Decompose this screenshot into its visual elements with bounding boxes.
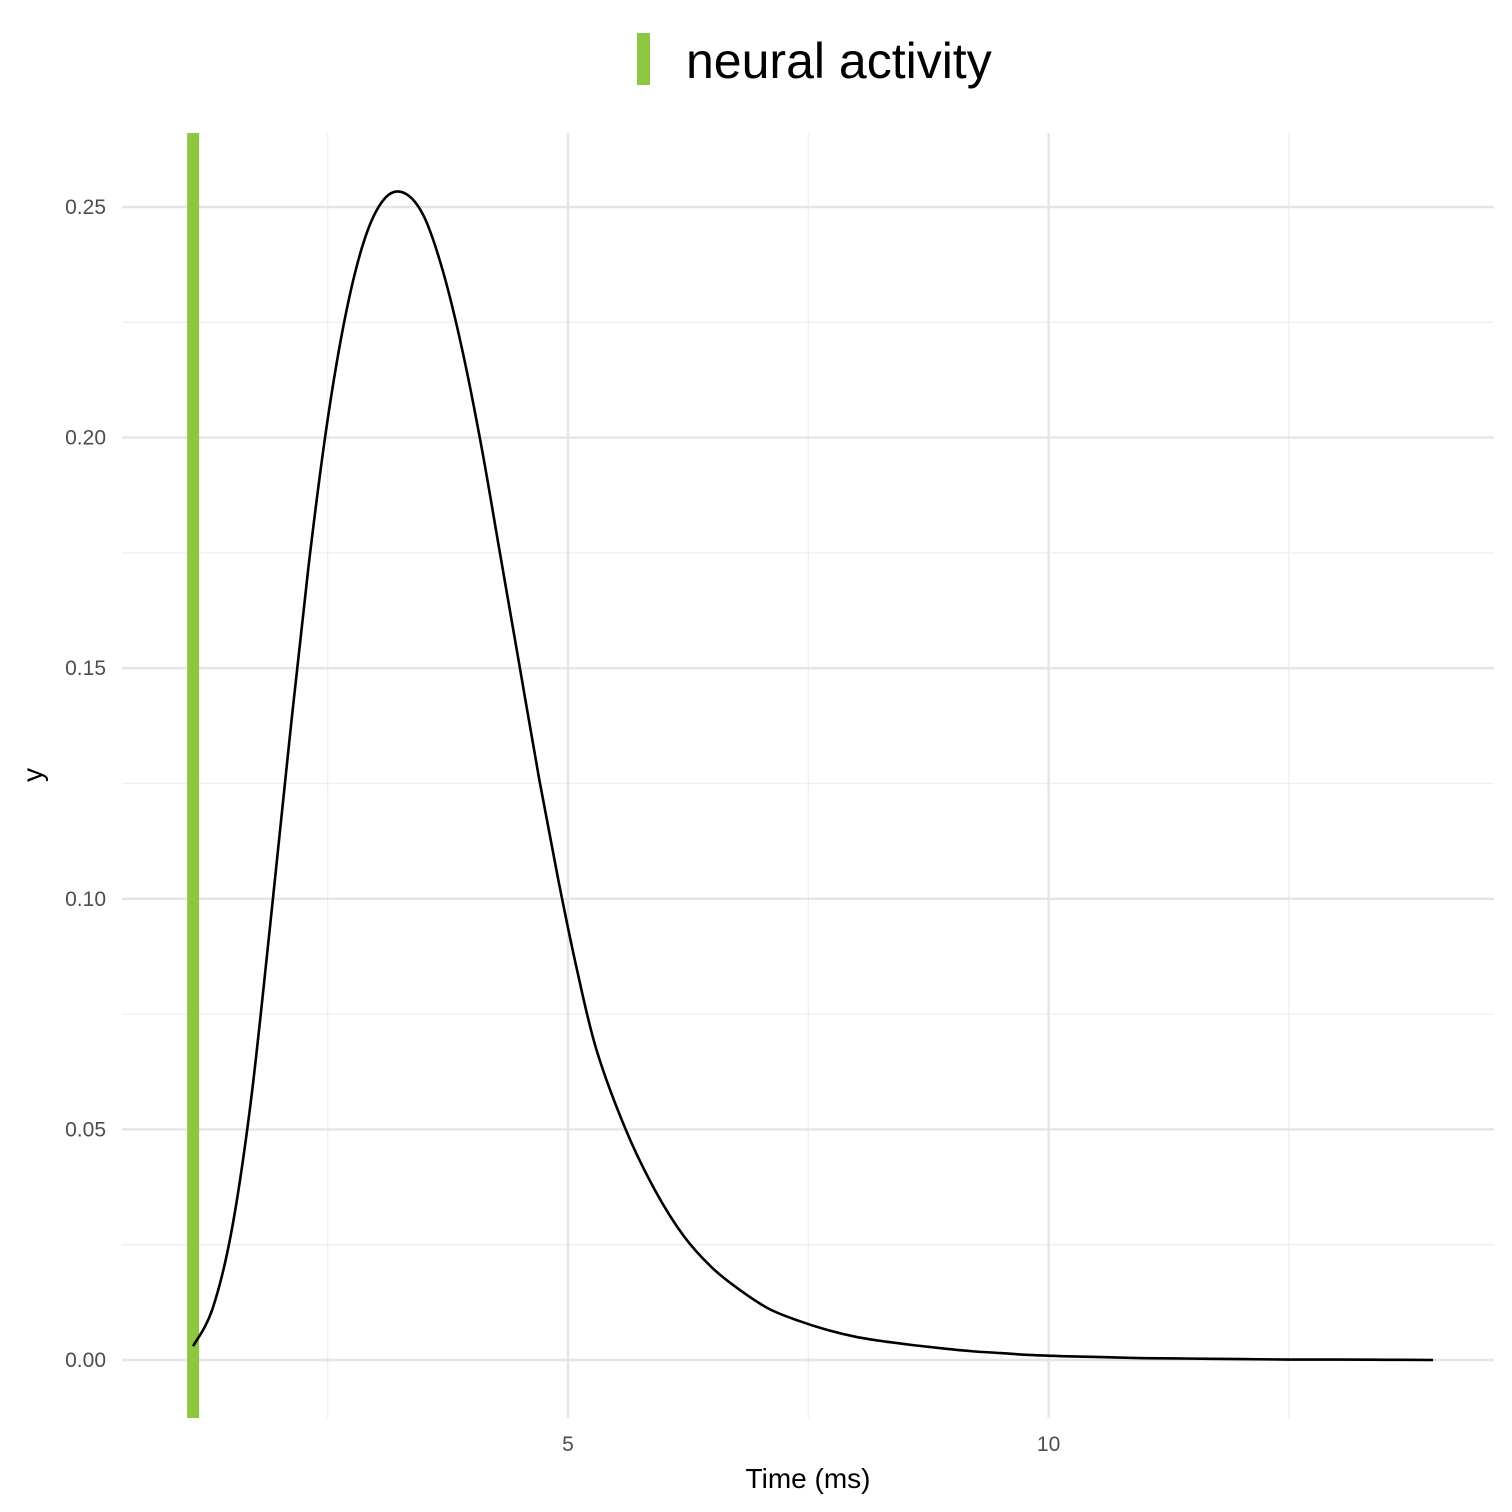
x-axis-title: Time (ms) (746, 1463, 871, 1494)
y-tick-label: 0.15 (65, 657, 106, 680)
response-curve-line (191, 190, 1434, 1362)
y-tick-label: 0.20 (65, 427, 106, 450)
legend-key-neural-activity (637, 33, 650, 85)
y-tick-label: 0.10 (65, 888, 106, 911)
y-tick-label: 0.00 (65, 1349, 106, 1372)
x-tick-label: 5 (562, 1433, 574, 1456)
y-tick-label: 0.25 (65, 196, 106, 219)
legend: neural activity (637, 33, 992, 89)
plot-panel (122, 133, 1494, 1418)
response-curve-points (193, 193, 1433, 1360)
y-tick-label: 0.05 (65, 1118, 106, 1141)
minor-gridlines (122, 133, 1494, 1418)
x-axis-tick-labels: 5 10 (562, 1433, 1060, 1456)
major-gridlines (122, 133, 1494, 1418)
y-axis-tick-labels: 0.00 0.05 0.10 0.15 0.20 0.25 (65, 196, 106, 1372)
x-tick-label: 10 (1037, 1433, 1060, 1456)
y-axis-title: y (17, 768, 48, 782)
legend-label-neural-activity: neural activity (686, 33, 992, 89)
